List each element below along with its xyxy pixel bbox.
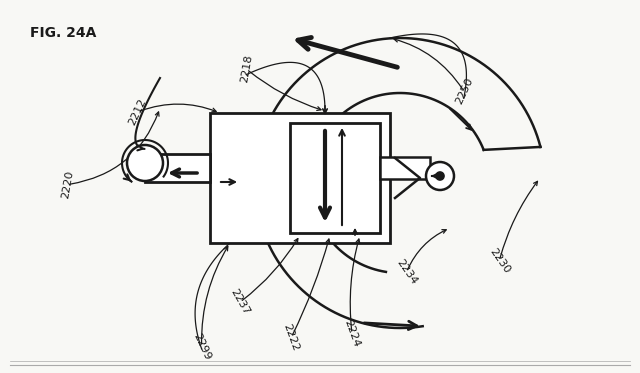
- Bar: [145, 154, 210, 182]
- Text: 2250: 2250: [454, 76, 474, 106]
- Text: 2218: 2218: [239, 54, 254, 84]
- Text: 2234: 2234: [394, 258, 419, 287]
- Text: 2299: 2299: [191, 332, 212, 362]
- Bar: [210, 113, 390, 243]
- Bar: [380, 157, 430, 179]
- Circle shape: [436, 172, 444, 180]
- Circle shape: [426, 162, 454, 190]
- Text: 2230: 2230: [487, 247, 511, 276]
- Bar: [290, 123, 380, 233]
- Text: 2220: 2220: [60, 170, 75, 200]
- Text: 2212: 2212: [127, 97, 148, 127]
- Text: 2237: 2237: [228, 287, 252, 317]
- Text: 2222: 2222: [282, 323, 301, 352]
- Text: 2224: 2224: [342, 319, 362, 349]
- Text: FIG. 24A: FIG. 24A: [30, 26, 97, 40]
- Circle shape: [127, 145, 163, 181]
